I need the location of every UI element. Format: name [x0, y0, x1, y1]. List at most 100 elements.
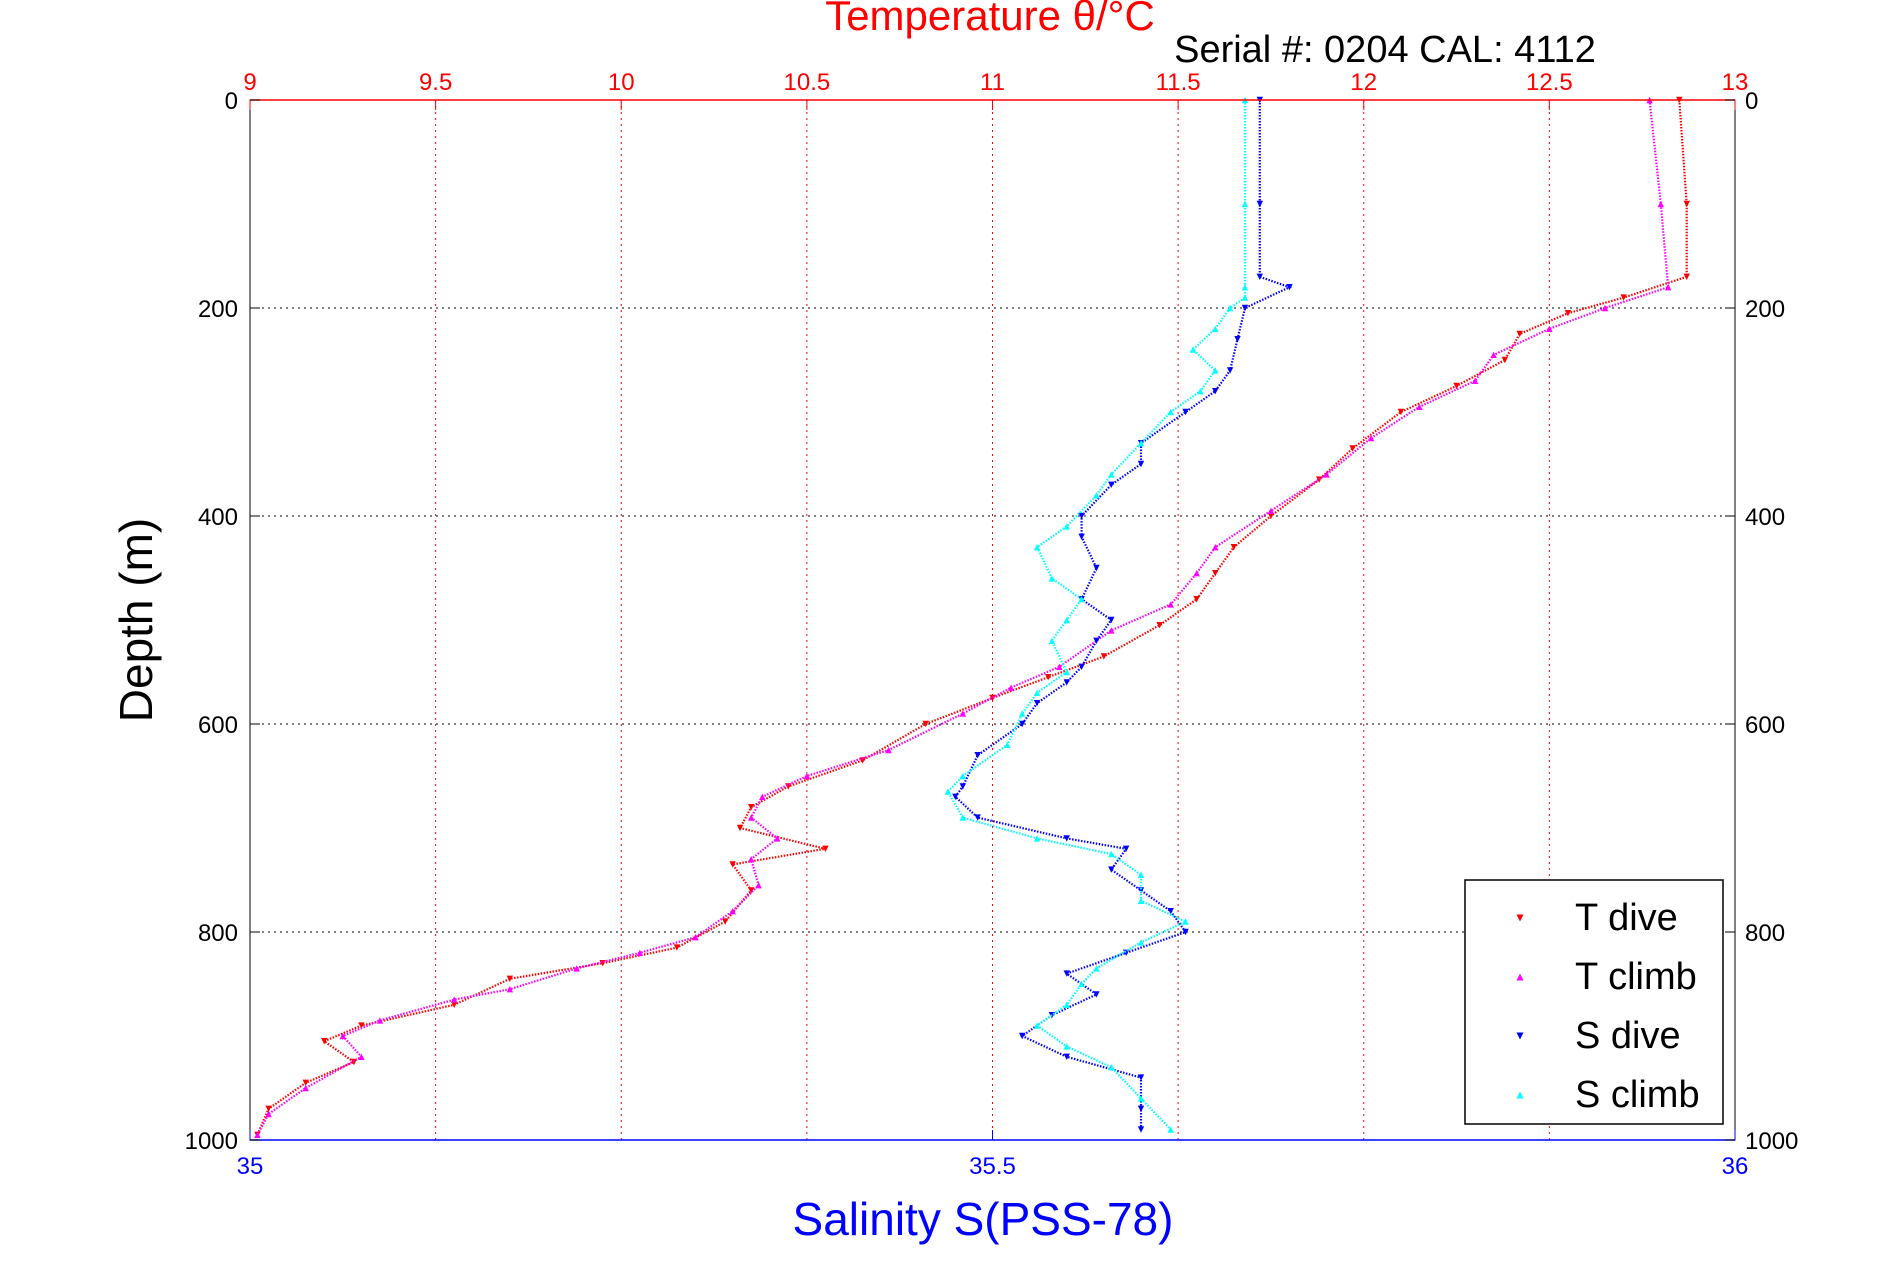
series-t-climb: [254, 96, 1672, 1138]
data-point: [1490, 351, 1497, 358]
top-tick-label: 11: [980, 69, 1005, 96]
data-point: [1078, 596, 1085, 603]
series-trace: [256, 99, 1670, 1136]
legend-label: T climb: [1575, 956, 1697, 998]
data-point: [1286, 284, 1293, 291]
data-point: [1137, 440, 1145, 447]
data-point: [1501, 356, 1509, 364]
data-point: [747, 814, 755, 821]
data-point: [1226, 304, 1234, 312]
data-point: [822, 845, 829, 852]
data-point: [339, 1032, 347, 1040]
legend-marker: [1516, 1091, 1524, 1099]
left-tick-label: 1000: [185, 1128, 238, 1155]
data-point: [1033, 1022, 1041, 1029]
data-point: [1078, 980, 1085, 988]
data-point: [1657, 200, 1664, 208]
legend-label: S dive: [1575, 1015, 1681, 1057]
data-point: [1212, 325, 1219, 332]
series-trace: [946, 100, 1247, 1131]
data-point: [1019, 720, 1026, 728]
data-point: [803, 772, 811, 780]
legend-marker: [1516, 914, 1524, 922]
top-tick-label: 10: [608, 69, 635, 96]
data-point: [1063, 523, 1070, 530]
right-tick-label: 600: [1745, 712, 1785, 739]
data-point: [1323, 471, 1330, 478]
data-point: [1108, 627, 1115, 634]
data-point: [1620, 294, 1627, 301]
data-point: [265, 1110, 272, 1118]
data-point: [321, 1038, 328, 1045]
data-point: [974, 814, 981, 821]
data-point: [722, 918, 729, 925]
bottom-tick-label: 36: [1722, 1153, 1749, 1180]
data-point: [959, 814, 966, 821]
data-point: [729, 908, 736, 915]
data-point: [1193, 570, 1200, 577]
legend-marker: [1516, 973, 1524, 981]
data-point: [1416, 403, 1423, 410]
data-point: [1601, 304, 1609, 312]
data-point: [1108, 481, 1115, 488]
data-point: [1063, 668, 1070, 676]
data-point: [573, 965, 580, 972]
data-point: [959, 710, 966, 717]
data-point: [1063, 679, 1070, 686]
data-point: [1453, 382, 1460, 390]
data-point: [922, 720, 929, 728]
data-point: [692, 934, 699, 941]
data-point: [959, 783, 966, 790]
data-point: [1108, 866, 1115, 873]
data-point: [636, 949, 644, 956]
data-point: [1137, 1105, 1145, 1112]
data-point: [1137, 460, 1145, 468]
legend-box: [1464, 879, 1724, 1125]
data-point: [1063, 835, 1070, 842]
data-point: [302, 1084, 309, 1092]
data-point: [1063, 1001, 1070, 1008]
data-point: [1093, 965, 1100, 972]
data-point: [859, 757, 866, 764]
data-point: [736, 824, 744, 832]
data-point: [1212, 570, 1219, 577]
data-point: [1108, 1064, 1115, 1071]
data-point: [506, 986, 514, 993]
data-point: [1226, 367, 1234, 374]
tick-labels: 9 9.5 10 10.5 11 11.5 12 12.5 13 35 35.5 36 0 0 200 200…: [185, 69, 1799, 1180]
data-point: [1167, 1126, 1174, 1133]
data-point: [1078, 533, 1085, 540]
data-point: [358, 1053, 365, 1060]
data-point: [1044, 674, 1052, 681]
data-point: [1056, 663, 1063, 670]
data-point: [1349, 445, 1356, 452]
data-point: [1048, 575, 1056, 582]
data-point: [1256, 200, 1263, 208]
data-point: [1137, 897, 1145, 904]
data-point: [1137, 1126, 1145, 1133]
data-point: [1683, 273, 1690, 280]
data-point: [1137, 939, 1145, 946]
data-point: [1156, 622, 1163, 629]
data-point: [1212, 388, 1219, 395]
data-point: [1033, 689, 1041, 696]
right-tick-label: 200: [1745, 296, 1785, 323]
data-point: [1137, 887, 1145, 894]
data-point: [1137, 871, 1145, 878]
data-point: [1664, 284, 1672, 291]
data-point: [1182, 928, 1189, 936]
data-point: [1182, 918, 1189, 925]
data-point: [1007, 684, 1015, 691]
data-point: [1078, 663, 1085, 670]
data-point: [773, 835, 781, 842]
legend: T dive T climb S dive S climb: [1464, 879, 1724, 1125]
data-point: [1167, 908, 1174, 915]
left-tick-label: 200: [198, 296, 238, 323]
data-point: [1033, 835, 1041, 842]
data-point: [1033, 700, 1041, 707]
series-trace: [953, 100, 1293, 1130]
top-tick-label: 9.5: [419, 69, 452, 96]
data-point: [1093, 492, 1100, 499]
series-layer: [254, 96, 1690, 1138]
data-point: [1564, 310, 1572, 317]
